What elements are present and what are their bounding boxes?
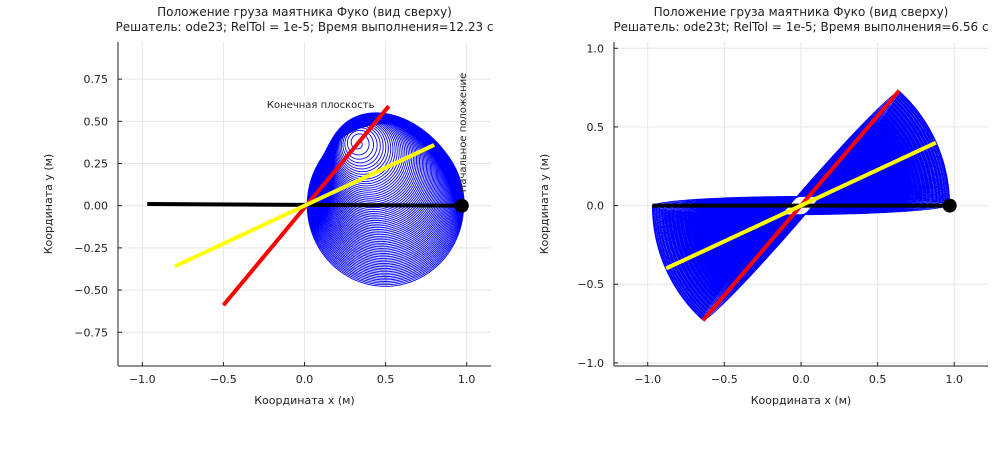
plane-line-intermediate [173,143,436,269]
initial-position-label: Начальное положение [458,73,469,192]
x-tick-label: 1.0 [458,373,476,386]
x-tick-label: 0.5 [869,373,887,386]
y-axis-label: Координата y (м) [538,154,551,254]
y-tick-label: 0.50 [84,115,109,128]
initial-position-marker [942,198,957,213]
trajectory-line [651,90,951,321]
y-tick-label: 0.75 [84,73,109,86]
y-tick-label: −0.50 [74,284,108,297]
y-tick-label: 0.00 [84,200,109,213]
y-tick-label: −0.5 [577,278,604,291]
chart-subtitle: Решатель: ode23; RelTol = 1e-5; Время вы… [115,20,493,34]
y-tick-label: 0.25 [84,158,109,171]
y-tick-label: 0.5 [587,121,605,134]
y-tick-label: 0.0 [587,200,605,213]
x-tick-label: 1.0 [946,373,964,386]
chart-panel-left: −1.0 −0.5 0.0 0.5 1.0 −0.75 −0.50 −0.25 0.00 0.25… [42,5,494,407]
x-tick-label: 0.0 [296,373,314,386]
x-axis-label: Координата x (м) [254,394,354,407]
chart-title: Положение груза маятника Фуко (вид сверх… [157,5,452,19]
chart-subtitle: Решатель: ode23t; RelTol = 1e-5; Время в… [613,20,988,34]
x-tick-label: −0.5 [711,373,738,386]
x-axis-label: Координата x (м) [751,394,851,407]
chart-title: Положение груза маятника Фуко (вид сверх… [654,5,949,19]
plane-line-intermediate [665,140,937,271]
y-tick-label: 1.0 [587,42,605,55]
x-tick-label: 0.0 [792,373,810,386]
y-axis-label: Координата y (м) [42,154,55,254]
initial-position-marker [454,198,469,213]
x-tick-label: −0.5 [210,373,237,386]
y-tick-label: −0.25 [74,242,108,255]
x-tick-label: 0.5 [377,373,395,386]
final-plane-label-box [260,96,381,112]
x-tick-label: −1.0 [634,373,661,386]
y-tick-label: −0.75 [74,326,108,339]
y-tick-label: −1.0 [577,357,604,370]
chart-panel-right: −1.0 −0.5 0.0 0.5 1.0 −1.0 −0.5 0.0 0.5 1.0 Положе… [538,5,989,407]
x-tick-label: −1.0 [129,373,156,386]
final-plane-label: Конечная плоскость [267,100,375,111]
